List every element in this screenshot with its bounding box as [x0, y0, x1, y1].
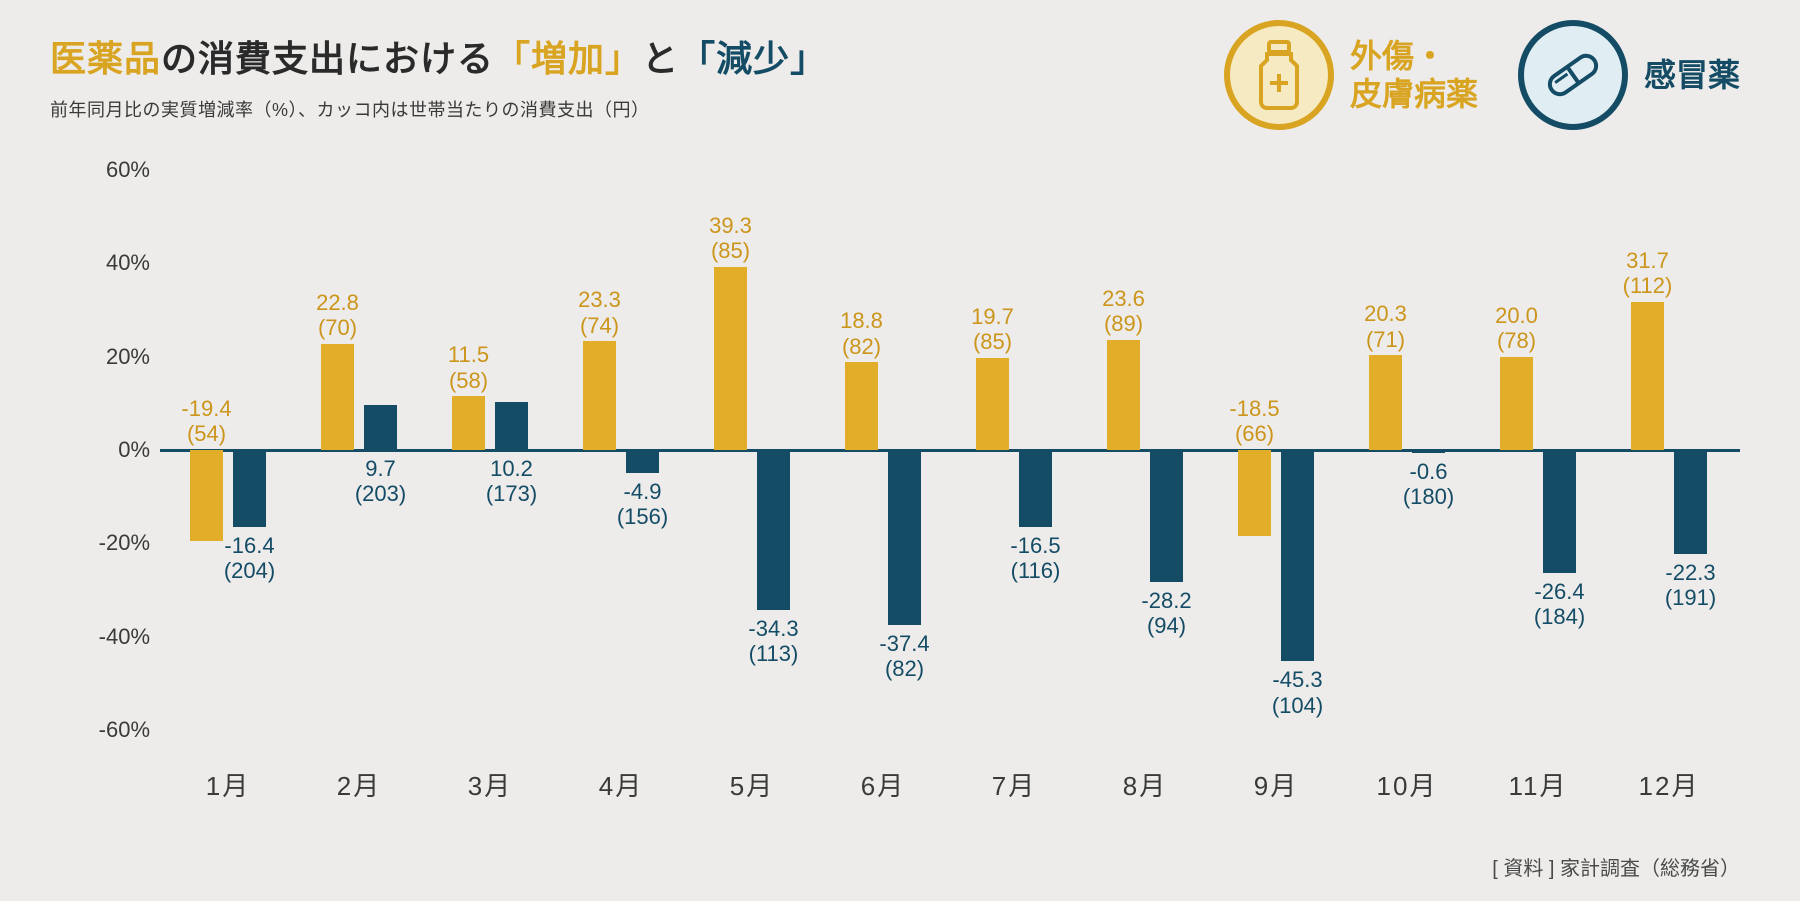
pill-icon — [1518, 20, 1628, 130]
x-tick-label: 5月 — [730, 766, 774, 803]
bar-label-navy: -28.2(94) — [1107, 588, 1227, 639]
bar-navy — [1412, 450, 1445, 453]
bar-label-navy: -37.4(82) — [845, 631, 965, 682]
bar-gold — [452, 396, 485, 450]
bar-gold — [1631, 302, 1664, 450]
bar-gold — [976, 358, 1009, 450]
bar-label-navy: 10.2(173) — [452, 456, 572, 507]
bar-label-gold: 20.0(78) — [1457, 303, 1577, 354]
bar-gold — [1369, 355, 1402, 450]
bar-navy — [1019, 450, 1052, 527]
bar-gold — [845, 362, 878, 450]
legend-label-gold: 外傷・皮膚病薬 — [1350, 37, 1478, 114]
bar-label-navy: -16.5(116) — [976, 533, 1096, 584]
bar-gold — [1107, 340, 1140, 450]
x-tick-label: 3月 — [468, 766, 512, 803]
bar-label-gold: 11.5(58) — [409, 342, 529, 393]
bar-label-gold: 19.7(85) — [933, 304, 1053, 355]
y-tick-label: 0% — [80, 437, 150, 463]
bar-label-navy: -16.4(204) — [190, 533, 310, 584]
x-tick-label: 9月 — [1254, 766, 1298, 803]
bar-label-navy: -34.3(113) — [714, 616, 834, 667]
bar-label-gold: -19.4(54) — [147, 396, 267, 447]
bar-navy — [626, 450, 659, 473]
bar-label-navy: -26.4(184) — [1500, 579, 1620, 630]
bar-label-gold: 39.3(85) — [671, 213, 791, 264]
bar-label-gold: 23.6(89) — [1064, 286, 1184, 337]
bar-navy — [495, 402, 528, 450]
bar-navy — [757, 450, 790, 610]
bar-label-navy: 9.7(203) — [321, 456, 441, 507]
bar-label-navy: -45.3(104) — [1238, 667, 1358, 718]
bar-label-gold: -18.5(66) — [1195, 396, 1315, 447]
source-note: [ 資料 ] 家計調査（総務省） — [1492, 852, 1740, 881]
x-tick-label: 2月 — [337, 766, 381, 803]
bar-navy — [364, 405, 397, 450]
y-tick-label: 60% — [80, 157, 150, 183]
legend-label-navy: 感冒薬 — [1644, 56, 1740, 94]
bar-label-gold: 22.8(70) — [278, 290, 398, 341]
bar-gold — [714, 267, 747, 450]
bar-gold — [1238, 450, 1271, 536]
bar-label-gold: 20.3(71) — [1326, 301, 1446, 352]
y-tick-label: 20% — [80, 344, 150, 370]
y-tick-label: -60% — [80, 717, 150, 743]
legend-item-gold: 外傷・皮膚病薬 — [1224, 20, 1478, 130]
bar-gold — [190, 450, 223, 541]
y-tick-label: -40% — [80, 624, 150, 650]
bar-label-navy: -22.3(191) — [1631, 560, 1751, 611]
bar-navy — [1543, 450, 1576, 573]
x-tick-label: 11月 — [1509, 766, 1568, 803]
bar-navy — [1674, 450, 1707, 554]
bar-gold — [583, 341, 616, 450]
legend: 外傷・皮膚病薬 感冒薬 — [1224, 20, 1740, 130]
x-tick-label: 8月 — [1123, 766, 1167, 803]
bar-navy — [1150, 450, 1183, 582]
x-tick-label: 1月 — [206, 766, 250, 803]
y-tick-label: -20% — [80, 530, 150, 556]
bar-navy — [1281, 450, 1314, 661]
bar-label-navy: -0.6(180) — [1369, 459, 1489, 510]
legend-item-navy: 感冒薬 — [1518, 20, 1740, 130]
bottle-icon — [1224, 20, 1334, 130]
chart-area: -60%-40%-20%0%20%40%60%1月-19.4(54)-16.4(… — [80, 170, 1740, 810]
bar-gold — [1500, 357, 1533, 450]
bar-label-gold: 18.8(82) — [802, 308, 922, 359]
x-tick-label: 7月 — [992, 766, 1036, 803]
x-tick-label: 12月 — [1639, 766, 1700, 803]
x-tick-label: 6月 — [861, 766, 905, 803]
x-tick-label: 10月 — [1377, 766, 1438, 803]
bar-gold — [321, 344, 354, 450]
bar-label-navy: -4.9(156) — [583, 479, 703, 530]
bar-navy — [888, 450, 921, 625]
y-tick-label: 40% — [80, 250, 150, 276]
bar-label-gold: 31.7(112) — [1588, 248, 1708, 299]
x-tick-label: 4月 — [599, 766, 643, 803]
bar-navy — [233, 450, 266, 527]
bar-label-gold: 23.3(74) — [540, 287, 660, 338]
